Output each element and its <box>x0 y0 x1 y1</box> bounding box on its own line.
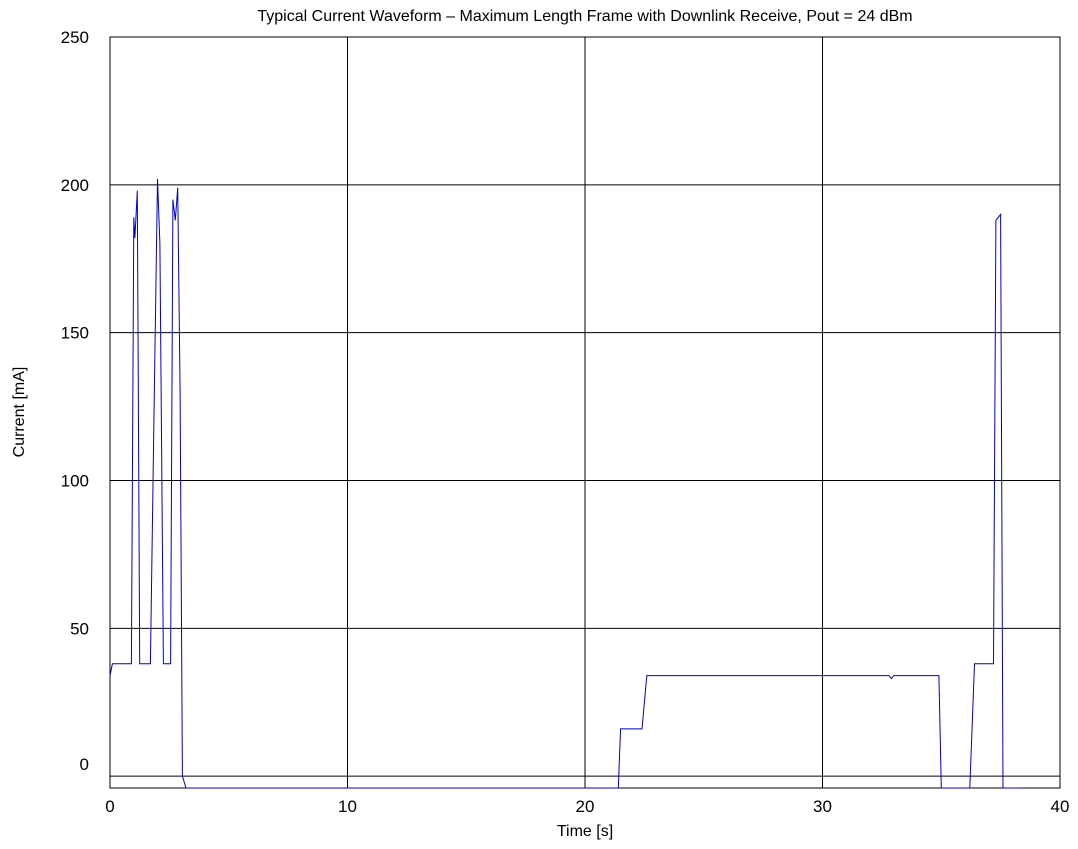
y-tick-label: 250 <box>61 28 89 47</box>
y-tick-labels: 0 50 100 150 200 250 <box>61 28 89 774</box>
x-tick-label: 40 <box>1051 797 1070 816</box>
x-axis-label: Time [s] <box>557 823 613 840</box>
x-tick-labels: 0 10 20 30 40 <box>105 797 1069 816</box>
y-tick-label: 50 <box>70 619 89 638</box>
chart-title: Typical Current Waveform – Maximum Lengt… <box>257 8 912 25</box>
x-tick-label: 20 <box>576 797 595 816</box>
x-tick-label: 30 <box>813 797 832 816</box>
current-series-line <box>109 178 1022 789</box>
x-tick-label: 0 <box>105 797 114 816</box>
y-tick-label: 100 <box>61 472 89 491</box>
grid-lines <box>110 37 1060 788</box>
y-tick-label: 150 <box>61 324 89 343</box>
y-axis-label: Current [mA] <box>11 367 28 458</box>
y-tick-label: 0 <box>80 755 89 774</box>
x-tick-label: 10 <box>338 797 357 816</box>
y-tick-label: 200 <box>61 176 89 195</box>
